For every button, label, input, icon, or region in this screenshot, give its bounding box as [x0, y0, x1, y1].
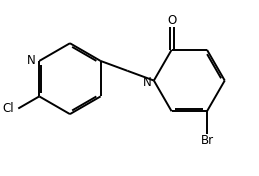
Text: O: O — [167, 14, 176, 27]
Text: N: N — [27, 54, 35, 67]
Text: Br: Br — [200, 134, 214, 147]
Text: N: N — [143, 76, 152, 89]
Text: Cl: Cl — [2, 102, 14, 115]
